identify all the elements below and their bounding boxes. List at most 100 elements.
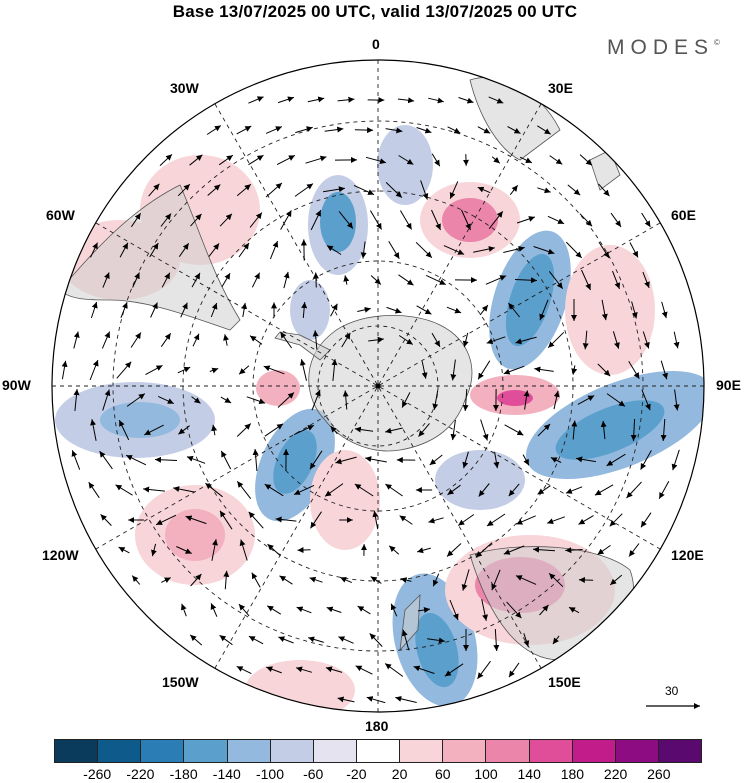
wind-vector bbox=[578, 576, 594, 583]
wind-vector bbox=[503, 365, 525, 375]
wind-vector bbox=[177, 183, 191, 197]
wind-vector bbox=[429, 454, 443, 466]
wind-vector bbox=[191, 272, 201, 288]
wind-vector bbox=[176, 546, 192, 554]
wind-vector bbox=[101, 331, 111, 349]
wind-vector bbox=[310, 209, 322, 231]
wind-vector bbox=[265, 126, 283, 134]
wind-vector bbox=[326, 606, 342, 613]
negative-anomaly bbox=[377, 125, 433, 205]
wind-vector bbox=[354, 483, 374, 497]
lon-label-90e: 90E bbox=[716, 377, 741, 393]
wind-vector bbox=[311, 389, 321, 411]
wind-vector bbox=[449, 599, 459, 621]
wind-vector bbox=[534, 366, 554, 373]
wind-vector bbox=[89, 359, 99, 381]
wind-vector bbox=[331, 359, 338, 381]
wind-vector bbox=[185, 515, 207, 525]
wind-vector bbox=[191, 396, 201, 404]
wind-vector bbox=[206, 125, 222, 135]
colorbar-swatch bbox=[270, 740, 314, 762]
wind-vector bbox=[462, 332, 469, 348]
map-boundary bbox=[51, 59, 705, 713]
colorbar bbox=[54, 739, 702, 763]
wind-vector bbox=[190, 213, 202, 227]
wind-vector bbox=[673, 331, 680, 349]
madagascar bbox=[589, 149, 621, 191]
wind-vector bbox=[417, 607, 431, 613]
wind-vector bbox=[493, 628, 500, 652]
colorbar-tick-label: -60 bbox=[303, 766, 324, 782]
wind-vector bbox=[631, 301, 638, 319]
wind-vector bbox=[335, 456, 357, 465]
wind-vector bbox=[248, 511, 264, 529]
colorbar-tick-label: -180 bbox=[169, 766, 198, 782]
wind-vector bbox=[368, 336, 384, 343]
wind-vector bbox=[565, 547, 583, 554]
wind-vector bbox=[323, 186, 345, 193]
wind-vector bbox=[207, 184, 221, 196]
wind-vector bbox=[400, 577, 412, 584]
wind-vector bbox=[325, 666, 343, 673]
wind-vector bbox=[301, 302, 308, 318]
wind-vector bbox=[447, 126, 461, 134]
wind-vector bbox=[90, 419, 97, 441]
wind-vector bbox=[567, 184, 581, 196]
wind-vector bbox=[372, 510, 379, 530]
wind-vector bbox=[293, 484, 315, 496]
negative-anomaly bbox=[555, 400, 665, 460]
wind-vector bbox=[450, 359, 457, 381]
wind-vector bbox=[223, 334, 229, 346]
wind-vector bbox=[428, 97, 444, 104]
wind-vector bbox=[610, 212, 622, 228]
wind-vector bbox=[145, 364, 163, 376]
wind-vector bbox=[189, 154, 203, 166]
wind-vector bbox=[519, 156, 533, 164]
wind-vector bbox=[416, 305, 432, 315]
wind-vector bbox=[395, 695, 417, 703]
wind-vector bbox=[597, 544, 611, 556]
wind-vector bbox=[641, 212, 651, 228]
wind-vector bbox=[337, 96, 355, 103]
wind-vector bbox=[390, 603, 398, 617]
wind-vector bbox=[296, 606, 312, 614]
wind-vector bbox=[642, 331, 650, 349]
wind-vector bbox=[118, 419, 130, 441]
wind-vector bbox=[102, 272, 110, 288]
colorbar-swatch bbox=[141, 740, 185, 762]
wind-vector bbox=[450, 419, 457, 441]
negative-anomaly bbox=[290, 280, 330, 340]
wind-vector bbox=[550, 457, 562, 463]
wind-vector bbox=[161, 577, 171, 584]
wind-vector bbox=[180, 603, 187, 617]
wind-vector bbox=[249, 212, 263, 228]
negative-anomaly bbox=[273, 430, 317, 494]
wind-vector bbox=[130, 332, 142, 348]
positive-anomaly bbox=[310, 450, 380, 550]
wind-vector bbox=[477, 126, 491, 134]
wind-vector bbox=[477, 360, 491, 380]
wind-vector bbox=[579, 213, 593, 227]
wind-vector bbox=[370, 576, 382, 584]
wind-vector bbox=[565, 486, 583, 494]
wind-vector bbox=[660, 360, 668, 380]
wind-vector bbox=[295, 126, 313, 134]
wind-vector bbox=[369, 633, 383, 647]
wind-vector bbox=[444, 663, 464, 677]
lon-label-150e: 150E bbox=[548, 674, 581, 690]
wind-vector bbox=[186, 455, 206, 464]
wind-vector bbox=[600, 420, 607, 440]
wind-vector bbox=[568, 606, 580, 614]
wind-vector bbox=[386, 306, 402, 314]
colorbar-swatch bbox=[184, 740, 228, 762]
wind-vector bbox=[220, 450, 232, 470]
wind-vector bbox=[264, 423, 284, 437]
wind-vector bbox=[416, 127, 432, 134]
colorbar-swatch bbox=[572, 740, 616, 762]
wind-vector bbox=[537, 423, 551, 437]
wind-vector bbox=[446, 543, 462, 557]
wind-vector bbox=[385, 483, 403, 497]
wind-vector bbox=[548, 270, 564, 290]
wind-vector bbox=[277, 96, 295, 104]
wind-vector bbox=[324, 126, 344, 133]
